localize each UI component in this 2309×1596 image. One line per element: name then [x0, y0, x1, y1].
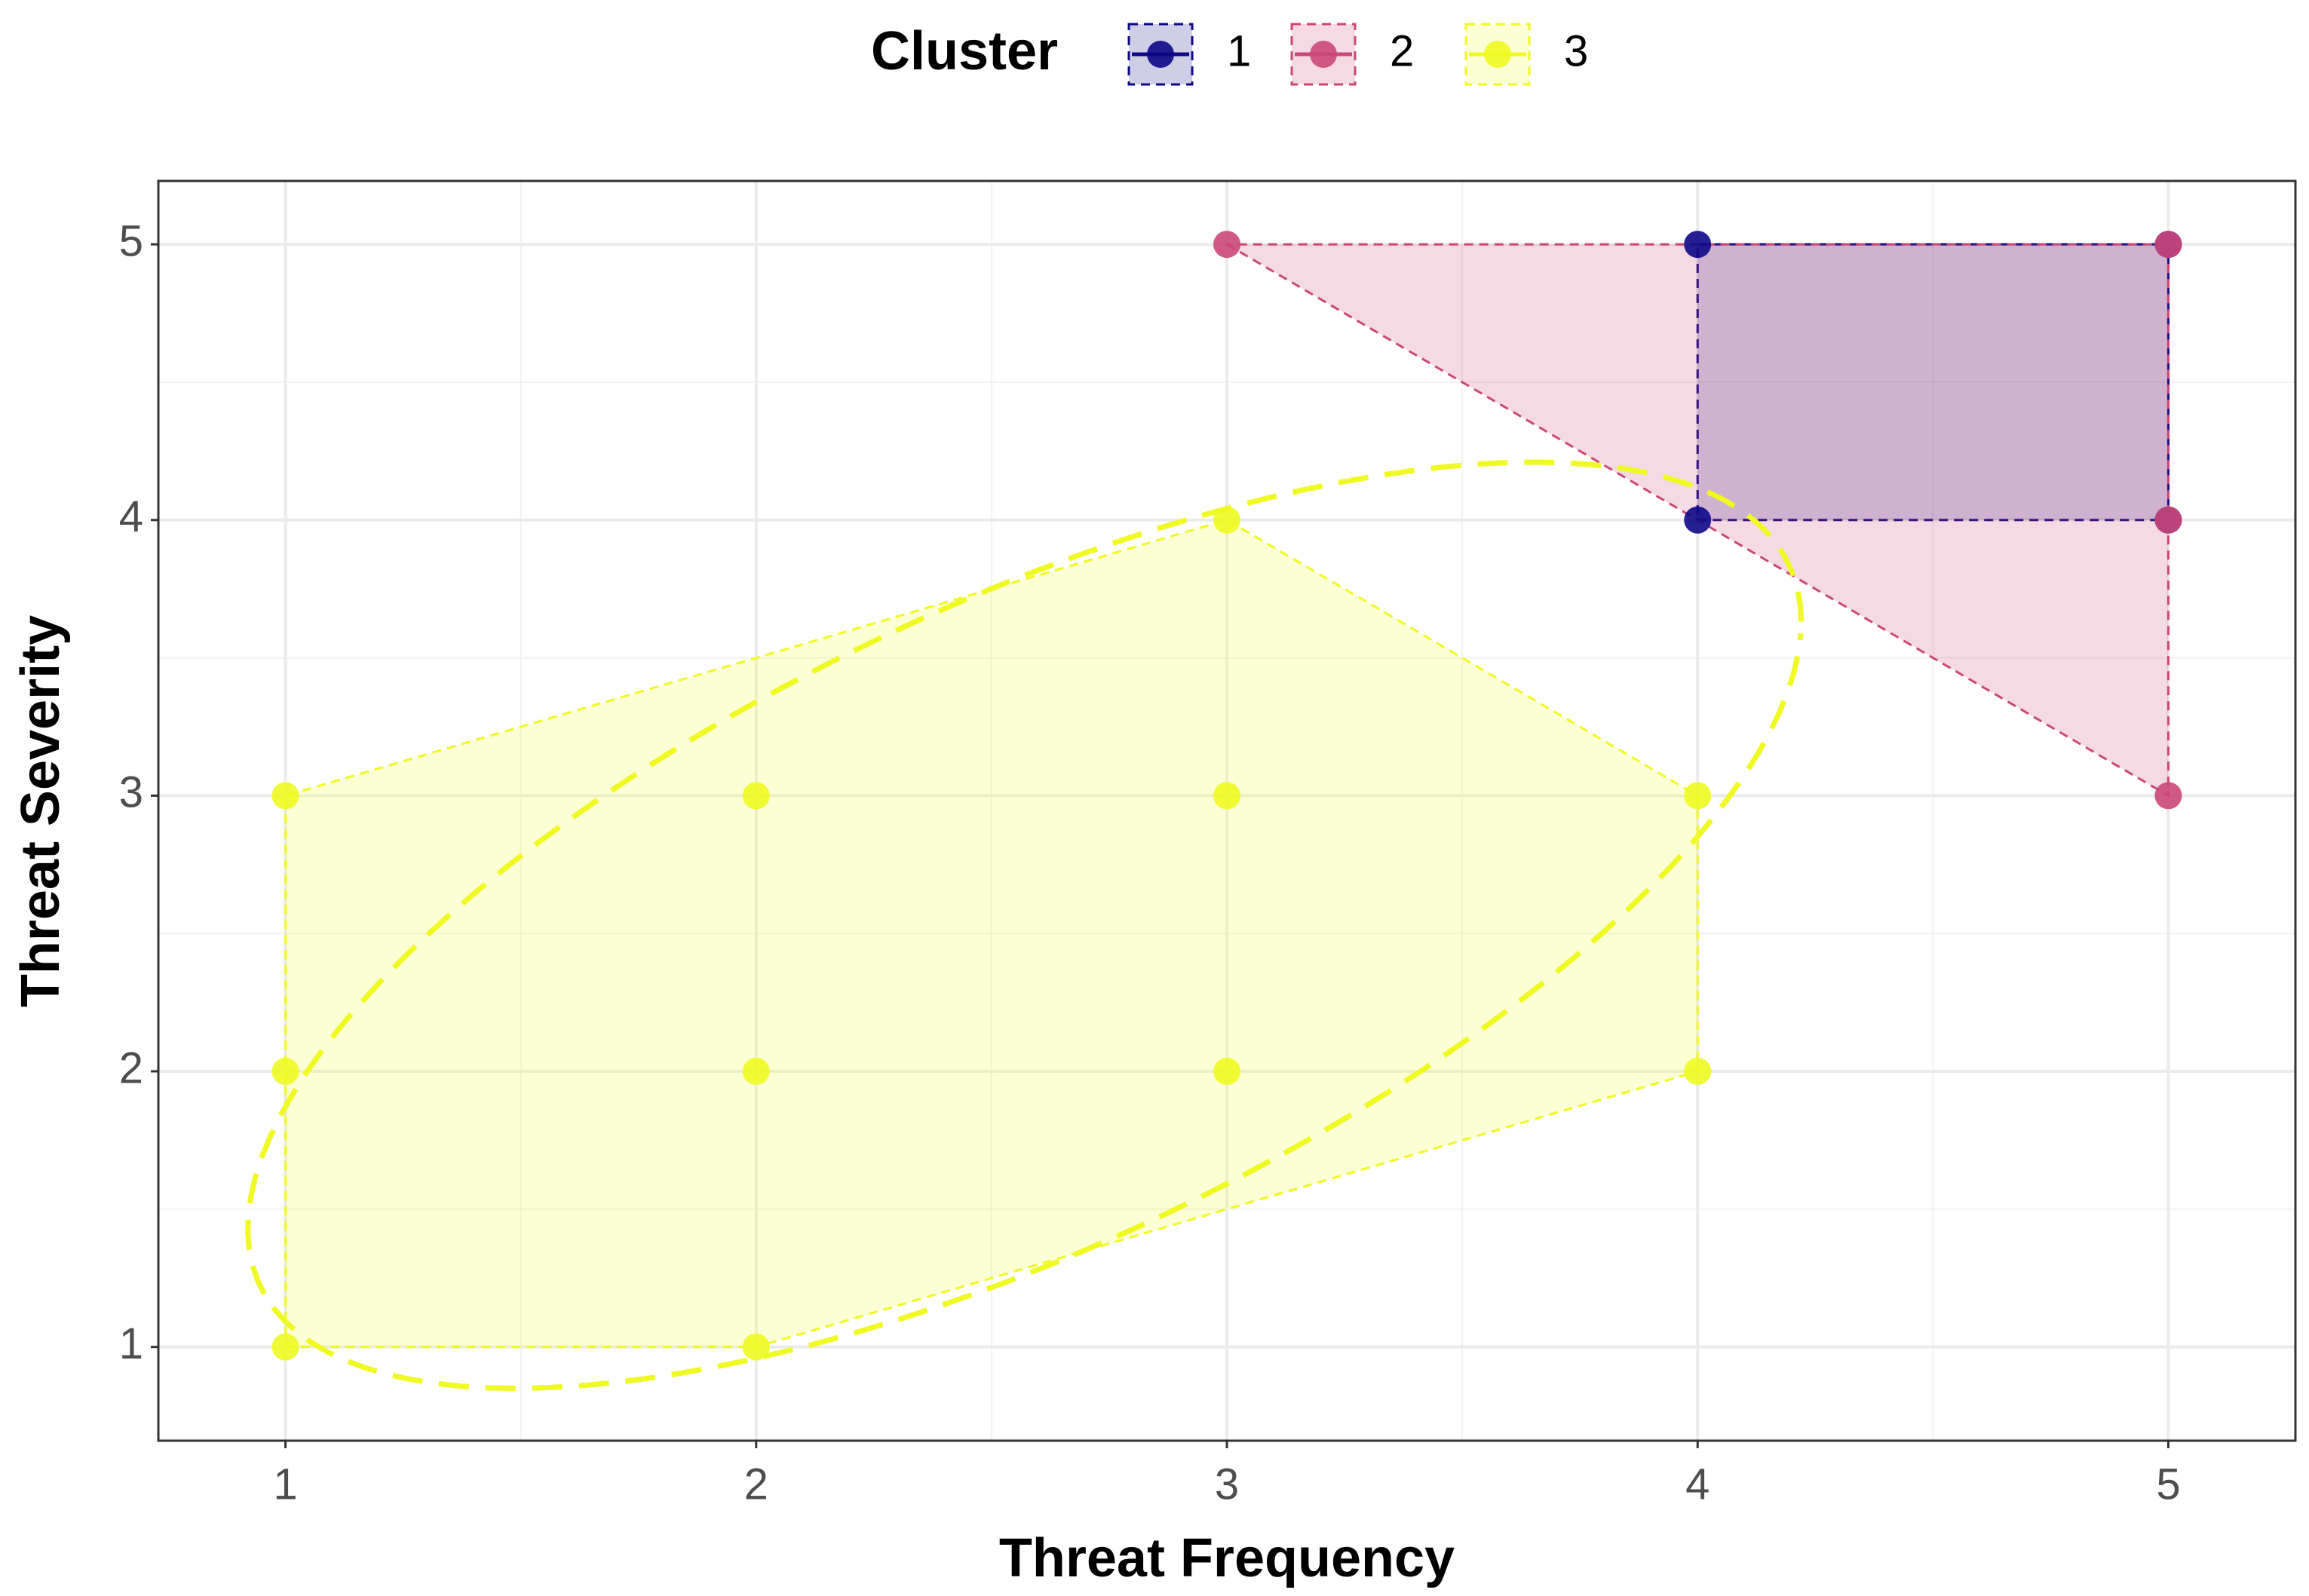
y-tick-label: 4	[119, 492, 143, 541]
data-point	[2154, 506, 2182, 534]
data-point	[271, 782, 299, 810]
legend-title: Cluster	[871, 21, 1058, 81]
y-tick-label: 3	[119, 768, 143, 817]
data-point	[1213, 506, 1240, 534]
y-tick-label: 1	[119, 1319, 143, 1368]
data-point	[1684, 506, 1712, 534]
data-point	[271, 1333, 299, 1361]
legend-key-point	[1310, 41, 1337, 68]
panel-border	[157, 179, 2297, 1442]
data-point	[1684, 1058, 1712, 1086]
data-point	[742, 1333, 770, 1361]
x-tick-label: 1	[273, 1460, 297, 1509]
x-axis-title: Threat Frequency	[999, 1528, 1455, 1588]
data-point	[1684, 782, 1712, 810]
data-point	[1213, 782, 1240, 810]
data-point	[1213, 1058, 1240, 1086]
x-tick-label: 4	[1685, 1460, 1710, 1509]
y-tick-label: 2	[119, 1043, 143, 1092]
legend-label: 1	[1227, 26, 1251, 75]
data-point	[1684, 231, 1712, 259]
data-point	[2154, 231, 2182, 259]
y-tick-label: 5	[119, 216, 143, 265]
data-point	[742, 782, 770, 810]
data-point	[1213, 231, 1240, 259]
x-tick-label: 2	[744, 1460, 768, 1509]
data-point	[742, 1058, 770, 1086]
legend-key-point	[1147, 41, 1174, 68]
legend-label: 3	[1564, 26, 1588, 75]
x-tick-label: 5	[2156, 1460, 2180, 1509]
confidence-ellipse	[245, 459, 1805, 1392]
data-point	[271, 1058, 299, 1086]
legend-label: 2	[1390, 26, 1414, 75]
x-tick-label: 3	[1215, 1460, 1239, 1509]
legend-key-point	[1484, 41, 1511, 68]
y-axis-title: Threat Severity	[11, 615, 71, 1007]
data-point	[2154, 782, 2182, 810]
